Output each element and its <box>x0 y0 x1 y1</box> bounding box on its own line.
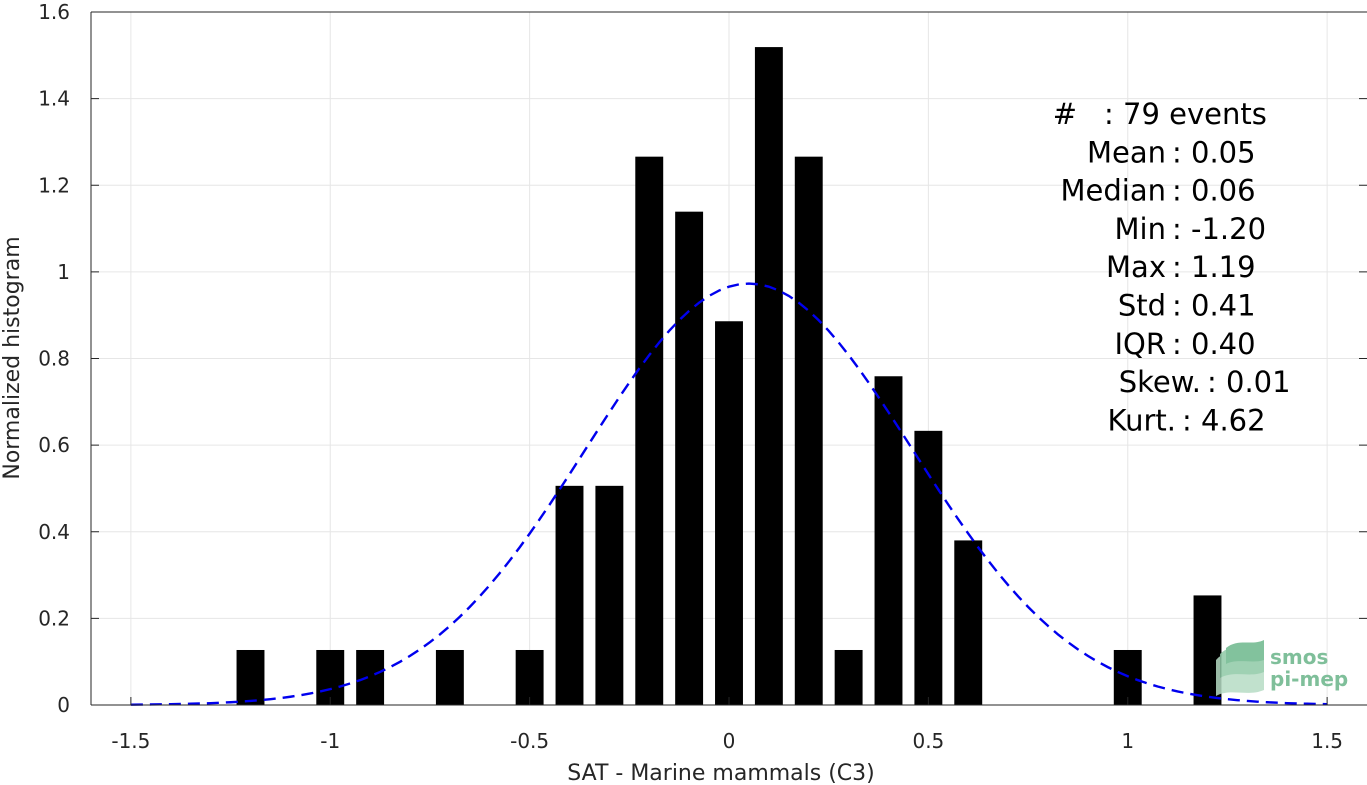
y-tick-label-4: 0.8 <box>38 347 70 371</box>
histogram-bar-2 <box>356 649 385 705</box>
histogram-bar-1 <box>316 649 345 705</box>
stat-label-6: IQR <box>1114 327 1166 361</box>
stat-value-2: : 0.06 <box>1172 174 1256 208</box>
smos-pi-mep-logo: smos pi-mep <box>1216 640 1348 696</box>
y-tick-label-6: 1.2 <box>38 173 70 197</box>
y-tick-label-5: 1 <box>57 260 70 284</box>
x-tick-label-1: -1 <box>320 729 340 753</box>
tick-marks <box>91 11 1367 706</box>
stat-label-4: Max <box>1106 250 1166 284</box>
x-tick-label-2: -0.5 <box>510 729 549 753</box>
histogram-bar-5 <box>555 485 584 705</box>
x-tick-label-6: 1.5 <box>1311 729 1343 753</box>
histogram-bar-3 <box>435 649 464 705</box>
stat-value-8: : 4.62 <box>1182 403 1266 437</box>
logo-line-1: smos <box>1270 645 1328 669</box>
stat-value-0: : 79 events <box>1104 97 1267 131</box>
stat-label-0: # <box>1053 97 1077 131</box>
histogram-bar-4 <box>515 649 544 705</box>
logo-line-2: pi-mep <box>1270 667 1348 691</box>
y-tick-label-7: 1.4 <box>38 87 70 111</box>
histogram-bar-8 <box>675 211 704 705</box>
stat-value-4: : 1.19 <box>1172 250 1256 284</box>
histogram-bar-0 <box>236 649 265 705</box>
stat-label-3: Min <box>1115 212 1166 246</box>
stat-label-1: Mean <box>1087 135 1166 169</box>
histogram-bar-6 <box>595 485 624 705</box>
stat-label-5: Std <box>1118 289 1166 323</box>
y-tick-label-2: 0.4 <box>38 520 70 544</box>
histogram-bar-14 <box>914 430 943 705</box>
stat-value-7: : 0.01 <box>1207 365 1291 399</box>
histogram-bars <box>236 47 1222 705</box>
x-axis-label: SAT - Marine mammals (C3) <box>567 761 875 785</box>
x-tick-label-4: 0.5 <box>912 729 944 753</box>
y-axis-label: Normalized histogram <box>0 236 25 479</box>
histogram-bar-12 <box>834 649 863 705</box>
x-tick-label-0: -1.5 <box>111 729 150 753</box>
x-tick-labels: -1.5 -1 -0.5 0 0.5 1 1.5 <box>111 729 1343 753</box>
y-tick-labels: 0 0.2 0.4 0.6 0.8 1 1.2 1.4 1.6 <box>38 0 70 717</box>
x-tick-label-3: 0 <box>723 729 736 753</box>
stat-label-8: Kurt. <box>1108 403 1176 437</box>
y-tick-label-1: 0.2 <box>38 606 70 630</box>
stat-value-5: : 0.41 <box>1172 289 1256 323</box>
histogram-bar-11 <box>794 156 823 705</box>
normal-fit-curve <box>130 282 1328 706</box>
histogram-bar-10 <box>754 47 783 705</box>
y-tick-label-3: 0.6 <box>38 433 70 457</box>
histogram-bar-15 <box>954 540 983 705</box>
stat-label-7: Skew. <box>1119 365 1201 399</box>
x-tick-label-5: 1 <box>1121 729 1134 753</box>
stat-value-6: : 0.40 <box>1172 327 1256 361</box>
histogram-bar-7 <box>635 156 664 705</box>
histogram-bar-9 <box>715 321 743 705</box>
y-tick-label-0: 0 <box>57 693 70 717</box>
logo-waves-icon <box>1216 640 1264 696</box>
y-tick-label-8: 1.6 <box>38 0 70 24</box>
stat-label-2: Median <box>1061 174 1166 208</box>
stat-value-3: : -1.20 <box>1172 212 1266 246</box>
histogram-bar-13 <box>874 376 903 705</box>
stat-value-1: : 0.05 <box>1172 135 1256 169</box>
